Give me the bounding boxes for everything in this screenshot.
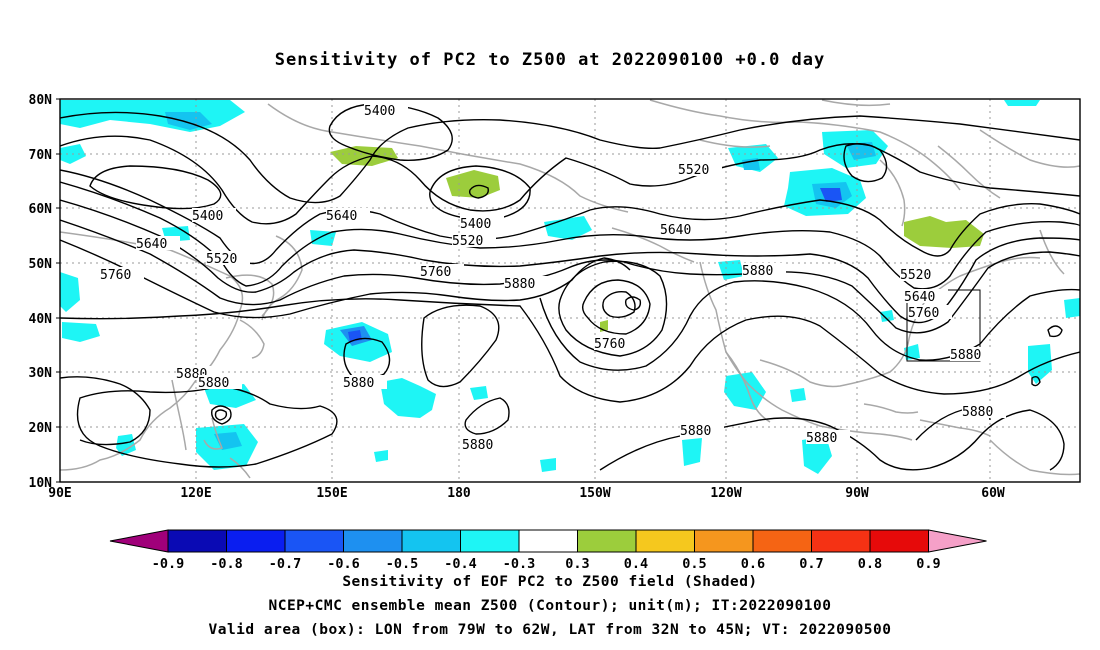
contour-label-5520: 5520 <box>206 252 237 267</box>
colorbar-segment <box>343 529 403 553</box>
longitude-labels: 90E 120E 150E 180 150W 120W 90W 60W <box>48 486 1005 501</box>
footer-line-1: Sensitivity of EOF PC2 to Z500 field (Sh… <box>342 574 758 590</box>
colorbar-tick-label: -0.3 <box>503 556 536 572</box>
contour-label-5880: 5880 <box>680 424 711 439</box>
contour-label-5760: 5760 <box>100 268 131 283</box>
lon-tick-label: 90E <box>48 486 71 501</box>
colorbar-segment <box>518 529 578 553</box>
contour-label-5400: 5400 <box>460 217 491 232</box>
contour-label-5640: 5640 <box>660 223 691 238</box>
colorbar-segment <box>167 529 227 553</box>
footer-line-2: NCEP+CMC ensemble mean Z500 (Contour); u… <box>268 598 832 614</box>
contour-label-5520: 5520 <box>900 268 931 283</box>
contour-label-5760: 5760 <box>420 265 451 280</box>
colorbar-tick-label: 0.9 <box>916 556 940 572</box>
colorbar-tick-label: 0.4 <box>624 556 648 572</box>
color-bar-labels: -0.9 -0.8 -0.7 -0.6 -0.5 -0.4 -0.3 0.3 0… <box>152 556 941 572</box>
map-title: Sensitivity of PC2 to Z500 at 2022090100… <box>274 50 826 70</box>
contour-label-5880: 5880 <box>806 431 837 446</box>
contour-label-5880: 5880 <box>962 405 993 420</box>
map-frame <box>59 98 1081 483</box>
colorbar-tick-label: 0.5 <box>682 556 706 572</box>
negative-sensitivity-shading <box>60 100 1080 474</box>
colorbar-segment <box>401 529 461 553</box>
colorbar-tick-label: 0.7 <box>799 556 823 572</box>
colorbar-segment <box>694 529 754 553</box>
contour-label-5400: 5400 <box>192 209 223 224</box>
contour-label-5400: 5400 <box>364 104 395 119</box>
colorbar-segment <box>752 529 812 553</box>
contour-label-5880: 5880 <box>462 438 493 453</box>
colorbar-segment <box>869 529 929 553</box>
colorbar-tick-label: 0.3 <box>565 556 589 572</box>
colorbar-tick-label: -0.7 <box>269 556 302 572</box>
contour-label-5640: 5640 <box>136 237 167 252</box>
contour-label-5640: 5640 <box>326 209 357 224</box>
colorbar-segment <box>635 529 695 553</box>
color-bar <box>109 529 987 553</box>
contour-label-5640: 5640 <box>904 290 935 305</box>
colorbar-tick-label: -0.5 <box>386 556 419 572</box>
colorbar-segment <box>284 529 344 553</box>
lat-tick-label: 50N <box>29 257 53 272</box>
lon-tick-label: 120E <box>180 486 211 501</box>
colorbar-segment <box>577 529 637 553</box>
contour-labels: 5400 5400 5400 5520 5520 5520 5520 5640 … <box>100 103 1006 453</box>
lat-tick-label: 30N <box>29 366 53 381</box>
latitude-axis <box>56 98 60 483</box>
colorbar-tick-label: 0.8 <box>858 556 882 572</box>
contour-label-5520: 5520 <box>452 234 483 249</box>
lat-tick-label: 80N <box>29 93 53 108</box>
contour-label-5880: 5880 <box>343 376 374 391</box>
colorbar-tick-label: -0.6 <box>327 556 360 572</box>
contour-label-5520: 5520 <box>678 163 709 178</box>
contour-label-5760: 5760 <box>908 306 939 321</box>
lon-tick-label: 180 <box>447 486 471 501</box>
lon-tick-label: 90W <box>845 486 869 501</box>
footer-line-3: Valid area (box): LON from 79W to 62W, L… <box>208 622 892 638</box>
contour-label-5760: 5760 <box>594 337 625 352</box>
colorbar-arrow-low <box>109 529 169 553</box>
contour-label-5880: 5880 <box>950 348 981 363</box>
lon-tick-label: 150W <box>579 486 610 501</box>
lon-tick-label: 120W <box>710 486 741 501</box>
lon-tick-label: 60W <box>981 486 1005 501</box>
colorbar-tick-label: -0.8 <box>210 556 243 572</box>
contour-label-5880: 5880 <box>504 277 535 292</box>
lat-tick-label: 40N <box>29 312 53 327</box>
lon-tick-label: 150E <box>316 486 347 501</box>
colorbar-segment <box>460 529 520 553</box>
lat-tick-label: 70N <box>29 148 53 163</box>
colorbar-segment <box>811 529 871 553</box>
colorbar-tick-label: -0.9 <box>152 556 185 572</box>
contour-label-5880: 5880 <box>742 264 773 279</box>
lat-tick-label: 20N <box>29 421 53 436</box>
colorbar-arrow-high <box>928 529 987 553</box>
colorbar-tick-label: 0.6 <box>741 556 765 572</box>
latitude-labels: 80N 70N 60N 50N 40N 30N 20N 10N <box>29 93 53 491</box>
colorbar-segment <box>226 529 286 553</box>
colorbar-tick-label: -0.4 <box>444 556 477 572</box>
contour-label-5880: 5880 <box>198 376 229 391</box>
lat-tick-label: 10N <box>29 476 53 491</box>
lat-tick-label: 60N <box>29 202 53 217</box>
map-area: 5400 5400 5400 5520 5520 5520 5520 5640 … <box>60 99 1080 482</box>
